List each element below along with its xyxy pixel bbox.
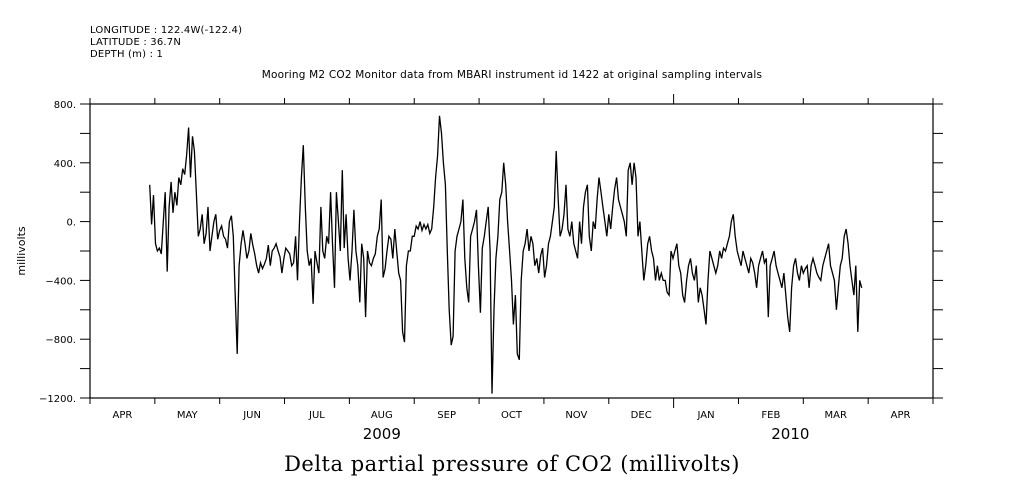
latitude-label: LATITUDE : 36.7N (90, 37, 182, 48)
series-layer (149, 115, 863, 394)
variable-title: Delta partial pressure of CO2 (millivolt… (284, 452, 740, 476)
x-tick-label: OCT (501, 410, 523, 421)
x-tick-label: JUL (308, 410, 325, 421)
series-line (149, 115, 863, 394)
x-tick-label: APR (891, 410, 911, 421)
x-tick-label: DEC (631, 410, 652, 421)
longitude-label: LONGITUDE : 122.4W(-122.4) (90, 25, 243, 36)
y-tick-label: −1200. (39, 394, 76, 405)
plot-frame (89, 103, 934, 399)
x-tick-label: AUG (371, 410, 393, 421)
axes (80, 94, 943, 408)
y-tick-label: −400. (45, 276, 76, 287)
x-tick-label: FEB (761, 410, 780, 421)
x-tick-label: MAR (825, 410, 847, 421)
x-tick-label: SEP (437, 410, 456, 421)
x-tick-label: JUN (242, 410, 261, 421)
x-tick-label: JAN (696, 410, 714, 421)
y-axis-label: millivolts (15, 226, 28, 276)
y-tick-label: −800. (45, 335, 76, 346)
x-tick-label: MAY (177, 410, 199, 421)
x-tick-label: NOV (565, 410, 587, 421)
depth-label: DEPTH (m) : 1 (90, 49, 164, 60)
y-tick-label: 400. (54, 159, 76, 170)
labels: 800. 400. 0. −400. −800. −1200. millivolts APR M… (15, 100, 911, 443)
y-tick-label: 0. (66, 218, 76, 229)
year-label: 2009 (363, 425, 401, 443)
x-tick-label: APR (113, 410, 133, 421)
y-tick-label: 800. (54, 100, 76, 111)
year-label: 2010 (771, 425, 809, 443)
chart-title: Mooring M2 CO2 Monitor data from MBARI i… (261, 69, 763, 81)
